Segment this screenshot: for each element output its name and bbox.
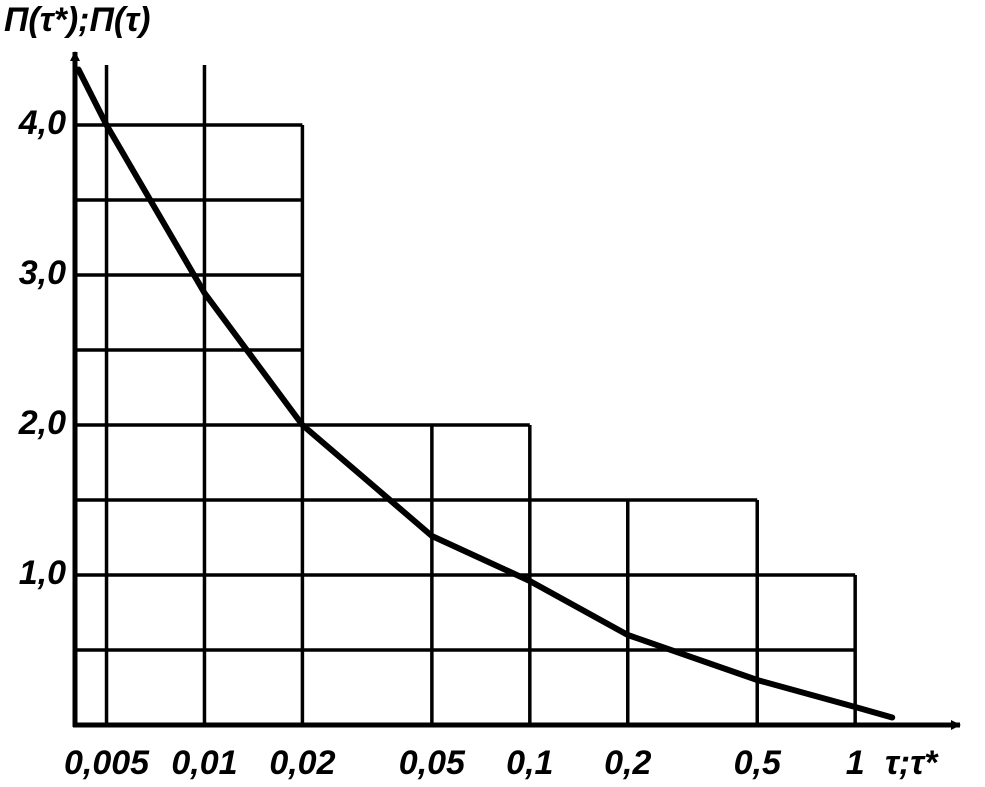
x-axis-label: τ;τ* <box>885 744 939 782</box>
y-tick-label: 2,0 <box>18 404 66 442</box>
y-tick-label: 4,0 <box>18 104 66 142</box>
x-tick-label: 0,05 <box>399 744 466 782</box>
x-tick-label: 1 <box>846 744 865 782</box>
x-tick-label: 0,2 <box>604 744 651 782</box>
x-tick-label: 0,02 <box>269 744 335 782</box>
x-tick-label: 0,1 <box>506 744 553 782</box>
y-tick-label: 3,0 <box>19 254 66 292</box>
curve <box>75 66 896 721</box>
y-tick-label: 1,0 <box>19 554 66 592</box>
y-axis-label: Π(τ*);Π(τ) <box>4 1 150 39</box>
x-tick-label: 0,005 <box>64 744 150 782</box>
x-tick-label: 0,5 <box>734 744 782 782</box>
x-tick-label: 0,01 <box>171 744 237 782</box>
